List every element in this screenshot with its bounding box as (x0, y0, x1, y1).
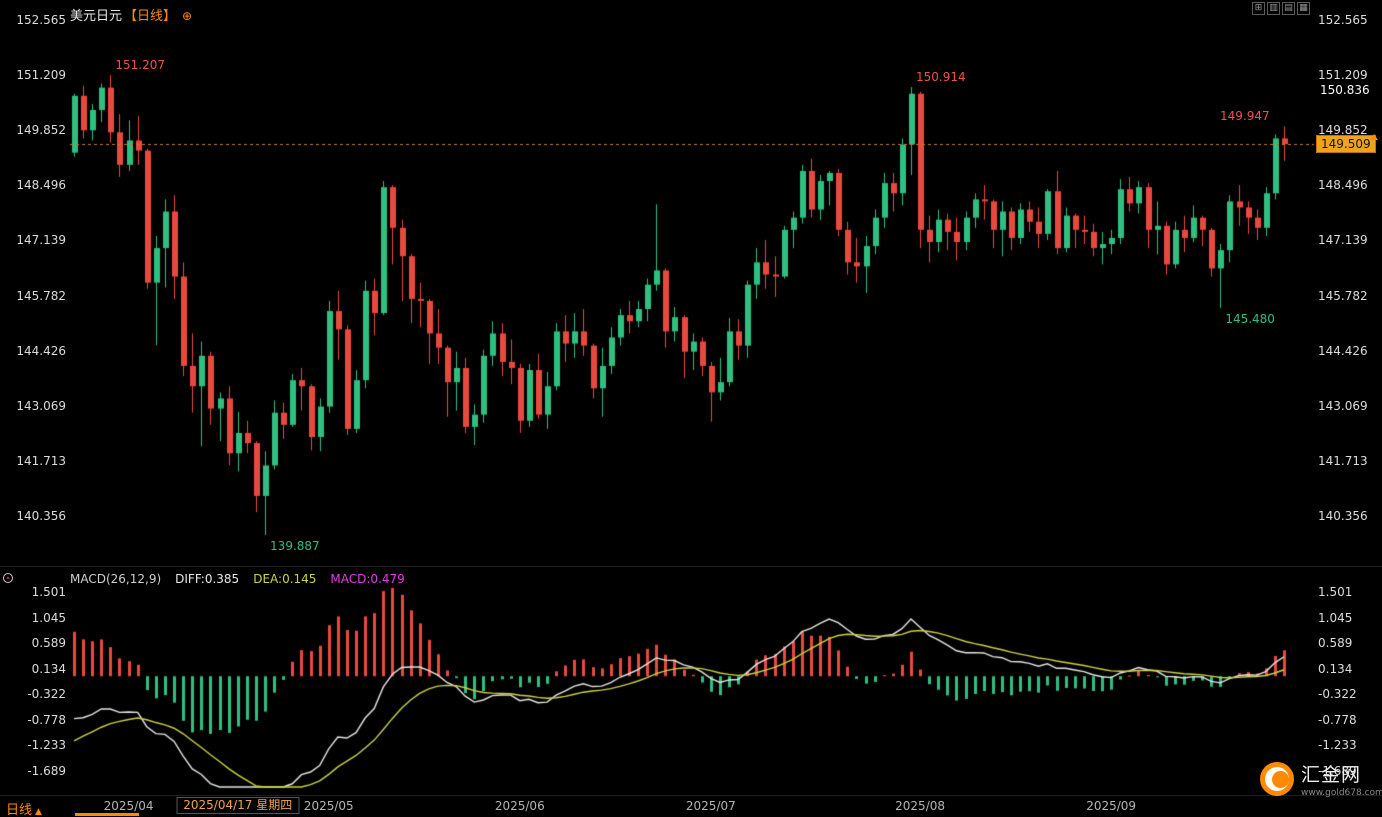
axis-label: 149.852 (1318, 123, 1368, 138)
logo-crescent-inner (1272, 771, 1289, 788)
axis-label: 149.852 (16, 123, 66, 138)
latest-price-arrow-icon[interactable] (1370, 134, 1378, 141)
axis-label: 145.782 (16, 288, 66, 303)
panel-divider (0, 566, 1382, 567)
h-scrollbar-thumb[interactable] (75, 813, 139, 816)
axis-label: 143.069 (1318, 398, 1368, 413)
axis-label: 151.209 (16, 68, 66, 83)
axis-label: 1.045 (31, 610, 66, 625)
macd-header: MACD(26,12,9) DIFF:0.385 DEA:0.145 MACD:0.4… (70, 572, 419, 586)
axis-label: 144.426 (1318, 343, 1368, 358)
axis-label: -1.233 (1318, 738, 1357, 753)
axis-label: 152.565 (16, 13, 66, 27)
axis-label: 140.356 (1318, 509, 1368, 523)
axis-label: 0.589 (1318, 636, 1353, 651)
axis-label: 151.209 (1318, 68, 1368, 83)
axis-label: 148.496 (1318, 178, 1368, 193)
axis-label: -1.233 (27, 738, 66, 753)
axis-label: -0.322 (1318, 687, 1357, 702)
axis-label: 145.782 (1318, 288, 1368, 303)
grid-layout-icon[interactable]: ⊞ (1252, 2, 1265, 15)
axis-label: 141.713 (1318, 453, 1368, 468)
period-selector[interactable]: 日线 ▲ (6, 799, 42, 817)
huijin-logo: 汇金网 www.gold678.com (1260, 760, 1382, 798)
axis-label: 144.426 (16, 343, 66, 358)
time-axis[interactable]: 2025/04 2025/05 2025/06 2025/07 2025/08 2025/… (0, 799, 1382, 817)
axis-label: 140.356 (16, 509, 66, 523)
macd-title[interactable]: MACD(26,12,9) (70, 572, 162, 586)
macd-dea-value: DEA:0.145 (253, 572, 317, 586)
time-axis-label: 2025/08 (895, 799, 946, 813)
time-axis-label: 2025/05 (303, 799, 354, 813)
last-price-label: 149.509 (1316, 135, 1376, 154)
axis-label: 141.713 (16, 453, 66, 468)
axis-label: -0.322 (27, 687, 66, 702)
axis-label: 152.565 (1318, 13, 1368, 27)
symbol-name: 美元日元 (70, 9, 123, 24)
time-axis-label: 2025/09 (1086, 799, 1137, 813)
axis-label: 143.069 (16, 398, 66, 413)
axis-label: 147.139 (16, 233, 66, 248)
bar-chart-icon[interactable]: ▤ (1282, 2, 1295, 15)
period-arrow-icon: ▲ (35, 807, 42, 817)
axis-label: 0.134 (31, 661, 66, 676)
price-axis-right[interactable]: 152.565 151.209 149.852 148.496 147.139 145.7… (1318, 0, 1380, 817)
logo-text: 汇金网 (1301, 764, 1362, 786)
chart-title-bar: 美元日元 【日线】 ⊕ (70, 5, 192, 24)
period-label: 日线 (6, 803, 33, 817)
axis-label: 1.501 (31, 585, 66, 599)
macd-diff-value: DIFF:0.385 (175, 572, 240, 586)
price-axis-left[interactable]: 152.565 151.209 149.852 148.496 147.139 145.7… (0, 0, 66, 817)
time-axis-label: 2025/07 (685, 799, 736, 813)
time-axis-label: 2025/04 (103, 799, 154, 813)
time-axis-divider (0, 795, 1382, 796)
line-chart-icon[interactable]: ▦ (1297, 2, 1310, 15)
indicator-target-icon[interactable] (3, 573, 13, 583)
axis-label: 1.045 (1318, 610, 1353, 625)
axis-label: -1.689 (27, 764, 66, 778)
axis-label: 147.139 (1318, 233, 1368, 248)
axis-label: 0.589 (31, 636, 66, 651)
macd-macd-value: MACD:0.479 (330, 572, 405, 586)
axis-label: 1.501 (1318, 585, 1353, 599)
axis-label: -0.778 (27, 712, 66, 727)
axis-label: 0.134 (1318, 661, 1353, 676)
indicator-settings-icon[interactable]: ⊕ (182, 9, 193, 23)
axis-label: -0.778 (1318, 712, 1357, 727)
period-tag[interactable]: 【日线】 (124, 9, 177, 24)
crosshair-date-label: 2025/04/17 星期四 (176, 797, 300, 814)
session-high-label: 150.836 (1316, 82, 1374, 99)
axis-label: 148.496 (16, 178, 66, 193)
chart-toolbar: ⊞ ▥ ▤ ▦ (1252, 2, 1310, 15)
logo-site-url: www.gold678.com (1301, 788, 1382, 798)
axis-label: -1.689 (1318, 764, 1357, 778)
time-axis-label: 2025/06 (494, 799, 545, 813)
logo-icon (1260, 762, 1294, 796)
candlestick-icon[interactable]: ▥ (1267, 2, 1280, 15)
